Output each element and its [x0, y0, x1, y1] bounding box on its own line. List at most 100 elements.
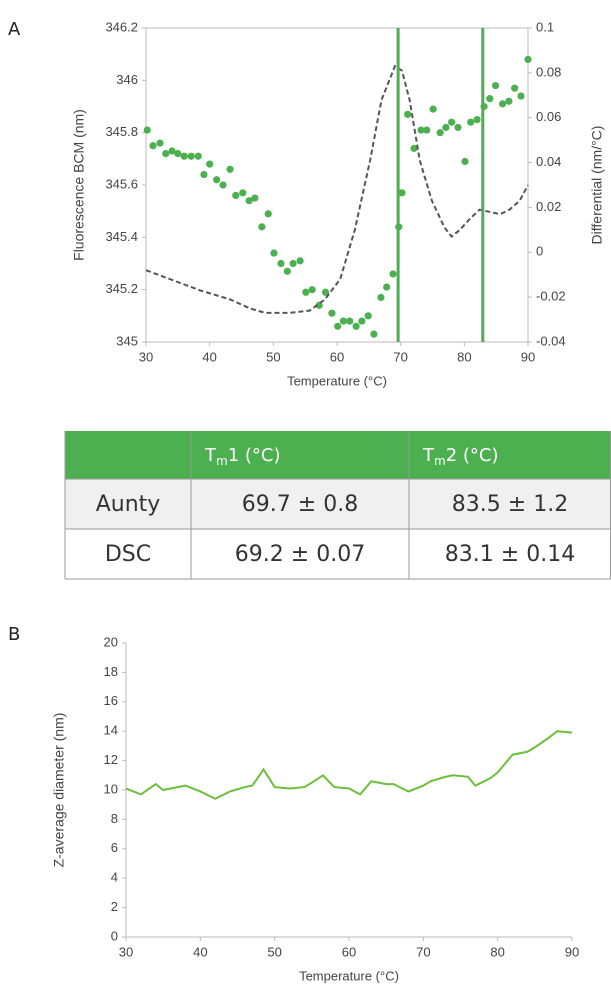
- point: [219, 181, 227, 189]
- table-cell: 69.7 ± 0.8: [242, 492, 358, 517]
- x-tick-label: 60: [342, 944, 356, 959]
- subscript: m: [216, 454, 228, 468]
- point: [352, 322, 360, 330]
- point: [442, 123, 450, 132]
- y-tick-label: 345.6: [105, 176, 138, 191]
- y-tick-label: 20: [104, 634, 118, 649]
- y-tick-label: 346.2: [105, 19, 138, 34]
- plot-frame: [145, 27, 529, 343]
- subscript: m: [434, 454, 446, 468]
- point: [511, 84, 519, 92]
- y-axis-label: Z-average diameter (nm): [51, 713, 67, 868]
- y-tick-label: 345.2: [105, 281, 138, 296]
- y2-tick-label: 0.04: [536, 154, 561, 169]
- point: [467, 118, 475, 126]
- x-tick-label: 40: [202, 349, 216, 364]
- y2-tick-label: 0.1: [536, 19, 554, 34]
- y-tick-label: 6: [111, 840, 118, 855]
- point: [180, 152, 188, 160]
- table: Tm1 (°C) Tm2 (°C) Aunty 69.7 ± 0.8 83.5 …: [64, 431, 611, 580]
- line: [125, 730, 573, 800]
- table-row: [65, 529, 611, 579]
- table-cell: Aunty: [96, 492, 161, 517]
- point: [423, 126, 431, 134]
- panel-label: A: [8, 19, 21, 40]
- point: [174, 150, 182, 158]
- point: [239, 189, 247, 197]
- table-header-cell: Tm2 (°C): [422, 445, 499, 468]
- table-cell: 69.2 ± 0.07: [235, 542, 365, 567]
- point: [226, 165, 234, 173]
- y2-tick-label: 0.08: [536, 64, 561, 79]
- point: [429, 105, 437, 113]
- y-tick-label: 16: [104, 693, 118, 708]
- y-tick-label: 14: [104, 723, 118, 738]
- point: [498, 100, 507, 108]
- point: [370, 330, 378, 338]
- x-tick-label: 50: [266, 349, 280, 364]
- point: [517, 92, 525, 100]
- point: [187, 152, 195, 160]
- point: [491, 81, 500, 90]
- table-cell: DSC: [105, 542, 151, 567]
- x-axis-label: Temperature (°C): [287, 373, 387, 388]
- point: [321, 288, 330, 296]
- point: [339, 317, 347, 325]
- y-tick-label: 2: [111, 899, 118, 914]
- point: [194, 152, 202, 160]
- y-tick-label: 8: [111, 811, 118, 826]
- y-axis-label: Fluorescence BCM (nm): [71, 109, 87, 261]
- point: [143, 126, 151, 134]
- point: [398, 189, 406, 197]
- x-tick-label: 30: [119, 944, 133, 959]
- table-header-cell: Tm1 (°C): [204, 445, 281, 468]
- table-cell: 83.1 ± 0.14: [445, 542, 575, 567]
- point: [417, 126, 425, 134]
- point: [289, 259, 297, 268]
- table-row: [65, 479, 611, 529]
- point: [473, 115, 481, 124]
- point: [200, 170, 208, 179]
- point: [389, 270, 397, 278]
- text: T: [204, 445, 217, 466]
- y-tick-label: 10: [104, 781, 118, 796]
- x-axis-label: Temperature (°C): [299, 968, 399, 983]
- text: T: [422, 445, 435, 466]
- text: 1 (°C): [228, 445, 281, 466]
- table-cell: 83.5 ± 1.2: [452, 492, 568, 517]
- line: [145, 64, 529, 314]
- point: [149, 142, 157, 150]
- y2-tick-label: 0.06: [536, 109, 561, 124]
- point: [283, 267, 291, 275]
- point: [346, 317, 354, 325]
- point: [377, 293, 385, 302]
- text: 2 (°C): [446, 445, 499, 466]
- y-tick-label: 345.8: [105, 124, 138, 139]
- point: [404, 110, 412, 118]
- point: [302, 288, 310, 296]
- point: [358, 317, 366, 325]
- x-tick-label: 70: [416, 944, 430, 959]
- x-tick-label: 60: [330, 349, 344, 364]
- x-tick-label: 30: [139, 349, 153, 364]
- point: [277, 259, 285, 268]
- point: [213, 176, 221, 184]
- x-tick-label: 50: [267, 944, 281, 959]
- point: [308, 286, 316, 294]
- table-header: [65, 431, 611, 479]
- y-tick-label: 0: [111, 928, 118, 943]
- point: [264, 210, 272, 218]
- point: [461, 157, 469, 166]
- point: [524, 55, 532, 64]
- y-tick-label: 12: [104, 752, 118, 767]
- y2-tick-label: 0: [536, 244, 543, 259]
- point: [448, 118, 456, 126]
- point: [315, 301, 323, 309]
- point: [162, 150, 170, 158]
- point: [258, 223, 266, 231]
- point: [232, 191, 240, 200]
- point: [328, 309, 336, 317]
- point: [410, 144, 418, 152]
- y-tick-label: 18: [104, 664, 118, 679]
